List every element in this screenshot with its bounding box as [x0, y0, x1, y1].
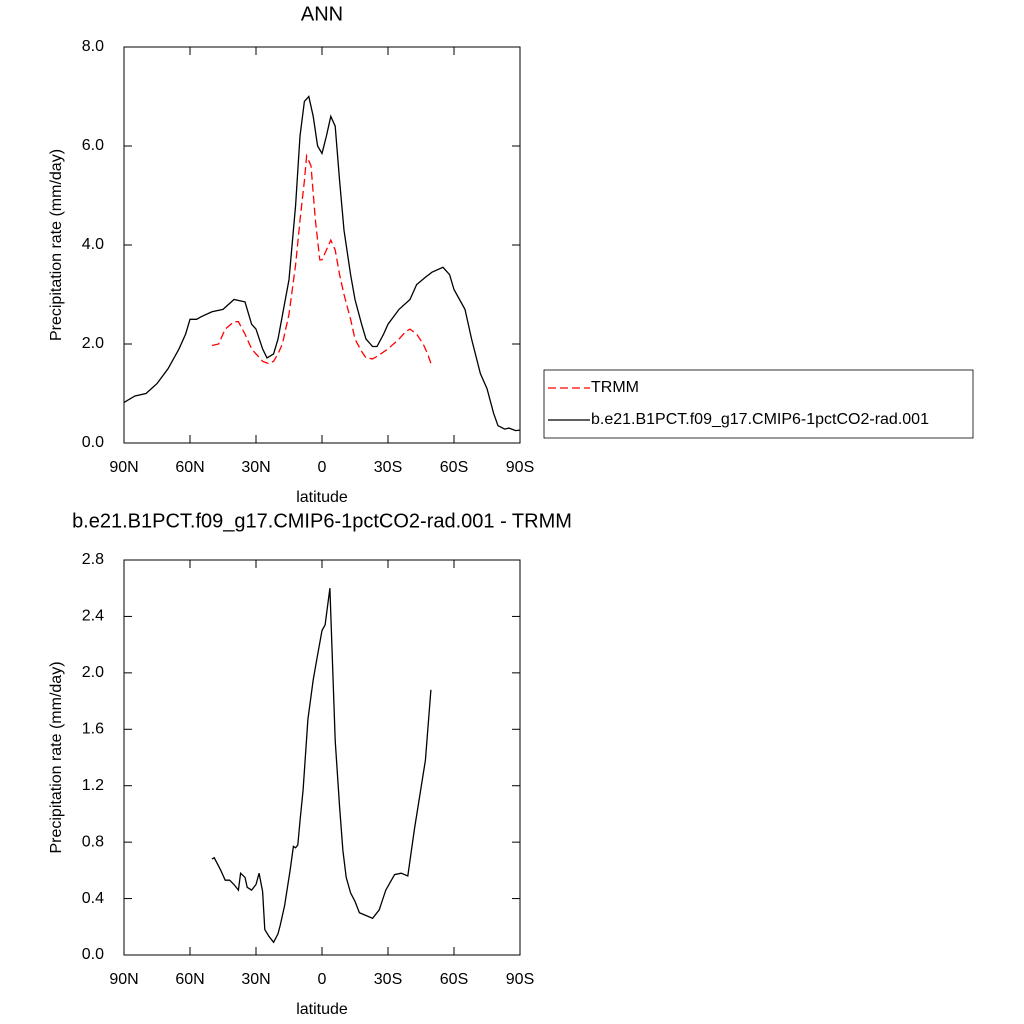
x-tick-label: 60N: [175, 459, 204, 476]
x-tick-label: 90N: [109, 459, 138, 476]
x-tick-label: 30S: [374, 459, 402, 476]
x-tick-label: 90N: [109, 971, 138, 988]
x-tick-label: 0: [318, 971, 327, 988]
y-axis-label: Precipitation rate (mm/day): [48, 661, 65, 853]
y-tick-label: 1.2: [82, 777, 104, 794]
x-tick-label: 30N: [241, 971, 270, 988]
x-tick-label: 60S: [440, 971, 468, 988]
x-tick-label: 0: [318, 459, 327, 476]
y-tick-label: 1.6: [82, 721, 104, 738]
data-line: [211, 153, 433, 367]
x-tick-label: 90S: [506, 459, 534, 476]
data-line: [123, 95, 521, 432]
plot-frame: [123, 46, 521, 444]
x-tick-label: 30S: [374, 971, 402, 988]
x-tick-label: 60N: [175, 971, 204, 988]
y-tick-label: 2.0: [82, 335, 104, 352]
y-tick-label: 8.0: [82, 38, 104, 55]
x-tick-label: 60S: [440, 459, 468, 476]
x-axis-label: latitude: [296, 489, 348, 506]
y-tick-label: 6.0: [82, 137, 104, 154]
x-axis-label: latitude: [296, 1001, 348, 1018]
y-tick-label: 2.4: [82, 608, 104, 625]
y-tick-label: 2.0: [82, 664, 104, 681]
data-line: [211, 588, 432, 944]
y-tick-label: 0.0: [82, 434, 104, 451]
chart-title: ANN: [301, 3, 343, 25]
x-tick-label: 90S: [506, 971, 534, 988]
chart-title: b.e21.B1PCT.f09_g17.CMIP6-1pctCO2-rad.00…: [72, 510, 572, 532]
legend-box: [543, 369, 974, 439]
y-tick-label: 0.0: [82, 946, 104, 963]
y-tick-label: 0.4: [82, 890, 104, 907]
legend-label: TRMM: [591, 379, 639, 396]
x-tick-label: 30N: [241, 459, 270, 476]
y-tick-label: 4.0: [82, 236, 104, 253]
legend-label: b.e21.B1PCT.f09_g17.CMIP6-1pctCO2-rad.00…: [591, 411, 929, 428]
y-tick-label: 2.8: [82, 551, 104, 568]
plot-frame: [123, 559, 521, 956]
y-axis-label: Precipitation rate (mm/day): [48, 149, 65, 341]
y-tick-label: 0.8: [82, 833, 104, 850]
